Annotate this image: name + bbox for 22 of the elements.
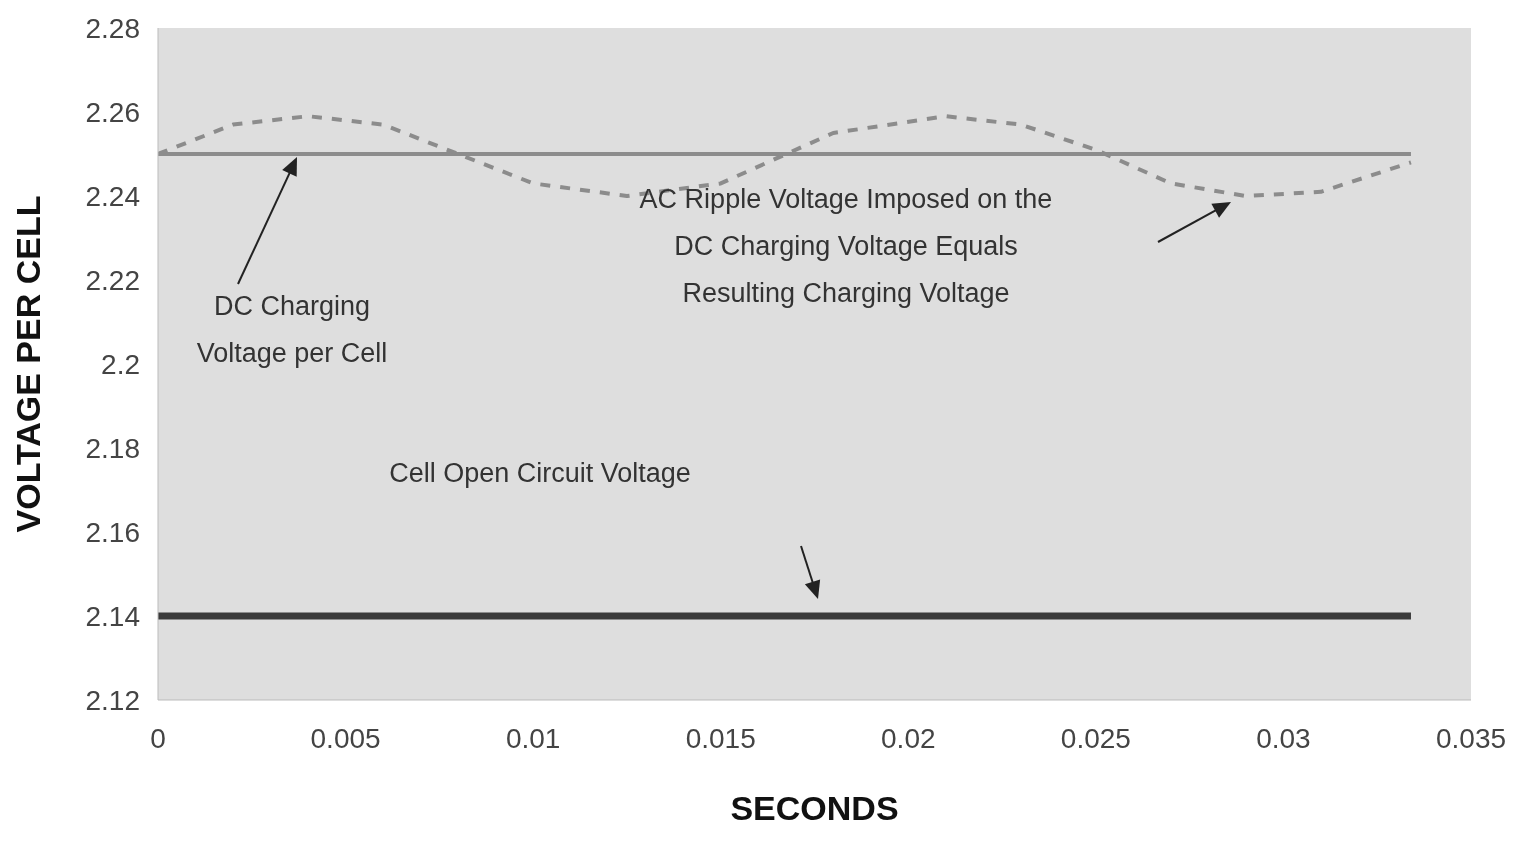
y-tick-label: 2.12 [85, 684, 140, 716]
y-tick-label: 2.24 [85, 180, 140, 212]
y-tick-label: 2.28 [85, 12, 140, 44]
x-axis-title: SECONDS [730, 789, 899, 827]
y-axis-title: VOLTAGE PER CELL [9, 195, 48, 533]
y-tick-label: 2.26 [85, 96, 140, 128]
annotation: DC Charging Voltage per Cell [196, 291, 388, 368]
annotation: Cell Open Circuit Voltage [389, 458, 691, 488]
y-tick-label: 2.16 [85, 516, 140, 548]
x-tick-label: 0.035 [1435, 722, 1507, 754]
x-tick-label: 0.02 [881, 722, 936, 754]
x-tick-label: 0.015 [685, 722, 756, 754]
x-tick-label: 0.025 [1060, 722, 1131, 754]
y-tick-label: 2.2 [101, 348, 140, 380]
x-tick-label: 0.005 [310, 722, 381, 754]
y-tick-label: 2.18 [85, 432, 140, 464]
x-tick-label: 0.01 [505, 722, 561, 754]
x-tick-label: 0 [150, 722, 166, 754]
x-tick-label: 0.03 [1256, 722, 1311, 754]
y-tick-label: 2.14 [85, 600, 140, 632]
y-tick-label: 2.22 [85, 264, 140, 296]
annotation: AC Ripple Voltage Imposed on the DC Charging Voltage Equals Resulting Charging Voltage [639, 184, 1053, 308]
